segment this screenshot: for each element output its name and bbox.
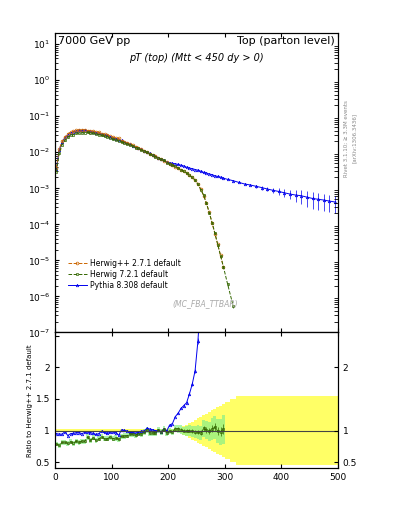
- Herwig 7.2.1 default: [91, 130, 95, 136]
- Herwig++ 2.7.1 default: [114, 135, 118, 141]
- Pythia 8.308 default: [190, 165, 195, 172]
- Herwig 7.2.1 default: [85, 129, 90, 135]
- Line: Herwig++ 2.7.1 default: Herwig++ 2.7.1 default: [55, 129, 225, 268]
- Herwig 7.2.1 default: [207, 209, 211, 216]
- Line: Herwig 7.2.1 default: Herwig 7.2.1 default: [55, 131, 235, 308]
- Herwig++ 2.7.1 default: [221, 264, 226, 270]
- Pythia 8.308 default: [210, 172, 215, 178]
- Pythia 8.308 default: [333, 199, 338, 205]
- Legend: Herwig++ 2.7.1 default, Herwig 7.2.1 default, Pythia 8.308 default: Herwig++ 2.7.1 default, Herwig 7.2.1 def…: [64, 256, 184, 293]
- Herwig++ 2.7.1 default: [54, 165, 59, 171]
- Herwig++ 2.7.1 default: [105, 132, 110, 138]
- Herwig++ 2.7.1 default: [162, 158, 166, 164]
- Herwig++ 2.7.1 default: [79, 126, 84, 133]
- Pythia 8.308 default: [54, 165, 59, 172]
- Pythia 8.308 default: [288, 191, 292, 197]
- Herwig 7.2.1 default: [231, 303, 236, 309]
- Text: Rivet 3.1.10; ≥ 3.3M events: Rivet 3.1.10; ≥ 3.3M events: [344, 100, 349, 177]
- Text: 7000 GeV pp: 7000 GeV pp: [58, 36, 130, 46]
- Herwig++ 2.7.1 default: [85, 127, 90, 134]
- Herwig 7.2.1 default: [54, 168, 59, 175]
- Herwig 7.2.1 default: [102, 134, 107, 140]
- Herwig 7.2.1 default: [142, 148, 147, 154]
- Pythia 8.308 default: [201, 169, 206, 176]
- Text: (MC_FBA_TTBAR): (MC_FBA_TTBAR): [172, 300, 238, 309]
- Herwig 7.2.1 default: [68, 132, 73, 138]
- Pythia 8.308 default: [156, 155, 161, 161]
- Pythia 8.308 default: [193, 166, 197, 173]
- Herwig 7.2.1 default: [162, 157, 166, 163]
- Text: pT (top) (Mtt < 450 dy > 0): pT (top) (Mtt < 450 dy > 0): [129, 53, 264, 63]
- Text: [arXiv:1306.3436]: [arXiv:1306.3436]: [352, 113, 357, 163]
- Herwig++ 2.7.1 default: [99, 131, 104, 137]
- Y-axis label: Ratio to Herwig++ 2.7.1 default: Ratio to Herwig++ 2.7.1 default: [27, 344, 33, 457]
- Line: Pythia 8.308 default: Pythia 8.308 default: [55, 129, 336, 203]
- Text: Top (parton level): Top (parton level): [237, 36, 335, 46]
- Herwig++ 2.7.1 default: [111, 134, 116, 140]
- Pythia 8.308 default: [83, 127, 87, 134]
